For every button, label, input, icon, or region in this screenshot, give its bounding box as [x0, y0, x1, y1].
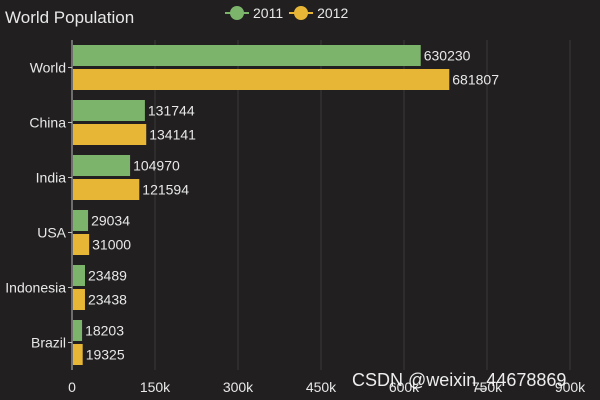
chart-legend: 2011 2012	[225, 5, 348, 21]
watermark: CSDN @weixin_44678869	[352, 370, 567, 390]
legend-item-2011[interactable]: 2011	[225, 5, 283, 21]
legend-marker-2011-icon	[225, 5, 249, 21]
bar-2011	[73, 210, 89, 231]
bar-2012	[73, 179, 140, 200]
data-label: 18203	[85, 323, 124, 339]
y-tick-label: China	[29, 115, 66, 131]
y-tick-label: India	[36, 170, 67, 186]
legend-label-2012: 2012	[317, 5, 349, 21]
legend-item-2012[interactable]: 2012	[289, 5, 348, 21]
data-label: 104970	[133, 158, 180, 174]
data-label: 19325	[86, 347, 125, 363]
bar-2011	[73, 100, 145, 121]
x-tick-label: 450k	[306, 379, 337, 395]
y-tick-label: Brazil	[31, 335, 66, 351]
bar-2011	[73, 155, 131, 176]
x-tick-label: 300k	[223, 379, 254, 395]
data-label: 121594	[142, 182, 189, 198]
bar-2012	[73, 234, 90, 255]
data-label: 681807	[452, 72, 499, 88]
y-tick-label: Indonesia	[5, 280, 66, 296]
legend-label-2011: 2011	[253, 5, 284, 21]
y-tick-label: World	[30, 60, 66, 76]
x-tick-label: 750k	[472, 379, 503, 395]
data-label: 134141	[149, 127, 196, 143]
legend-marker-2012-icon	[289, 5, 314, 21]
chart-title: World Population	[5, 8, 135, 27]
data-label: 29034	[91, 213, 130, 229]
bar-2011	[73, 265, 85, 286]
data-label: 630230	[424, 48, 471, 64]
bar-2012	[73, 289, 85, 310]
bar-2011	[73, 45, 421, 66]
data-label: 23489	[88, 268, 127, 284]
y-tick-label: USA	[37, 225, 66, 241]
bar-2011	[73, 320, 83, 341]
x-tick-label: 0	[68, 379, 76, 395]
x-tick-label: 900k	[555, 379, 586, 395]
bar-2012	[73, 69, 450, 90]
data-label: 23438	[88, 292, 127, 308]
data-label: 131744	[148, 103, 195, 119]
x-tick-label: 150k	[140, 379, 171, 395]
data-label: 31000	[92, 237, 131, 253]
bar-2012	[73, 124, 147, 145]
x-tick-label: 600k	[389, 379, 420, 395]
bar-2012	[73, 344, 83, 365]
